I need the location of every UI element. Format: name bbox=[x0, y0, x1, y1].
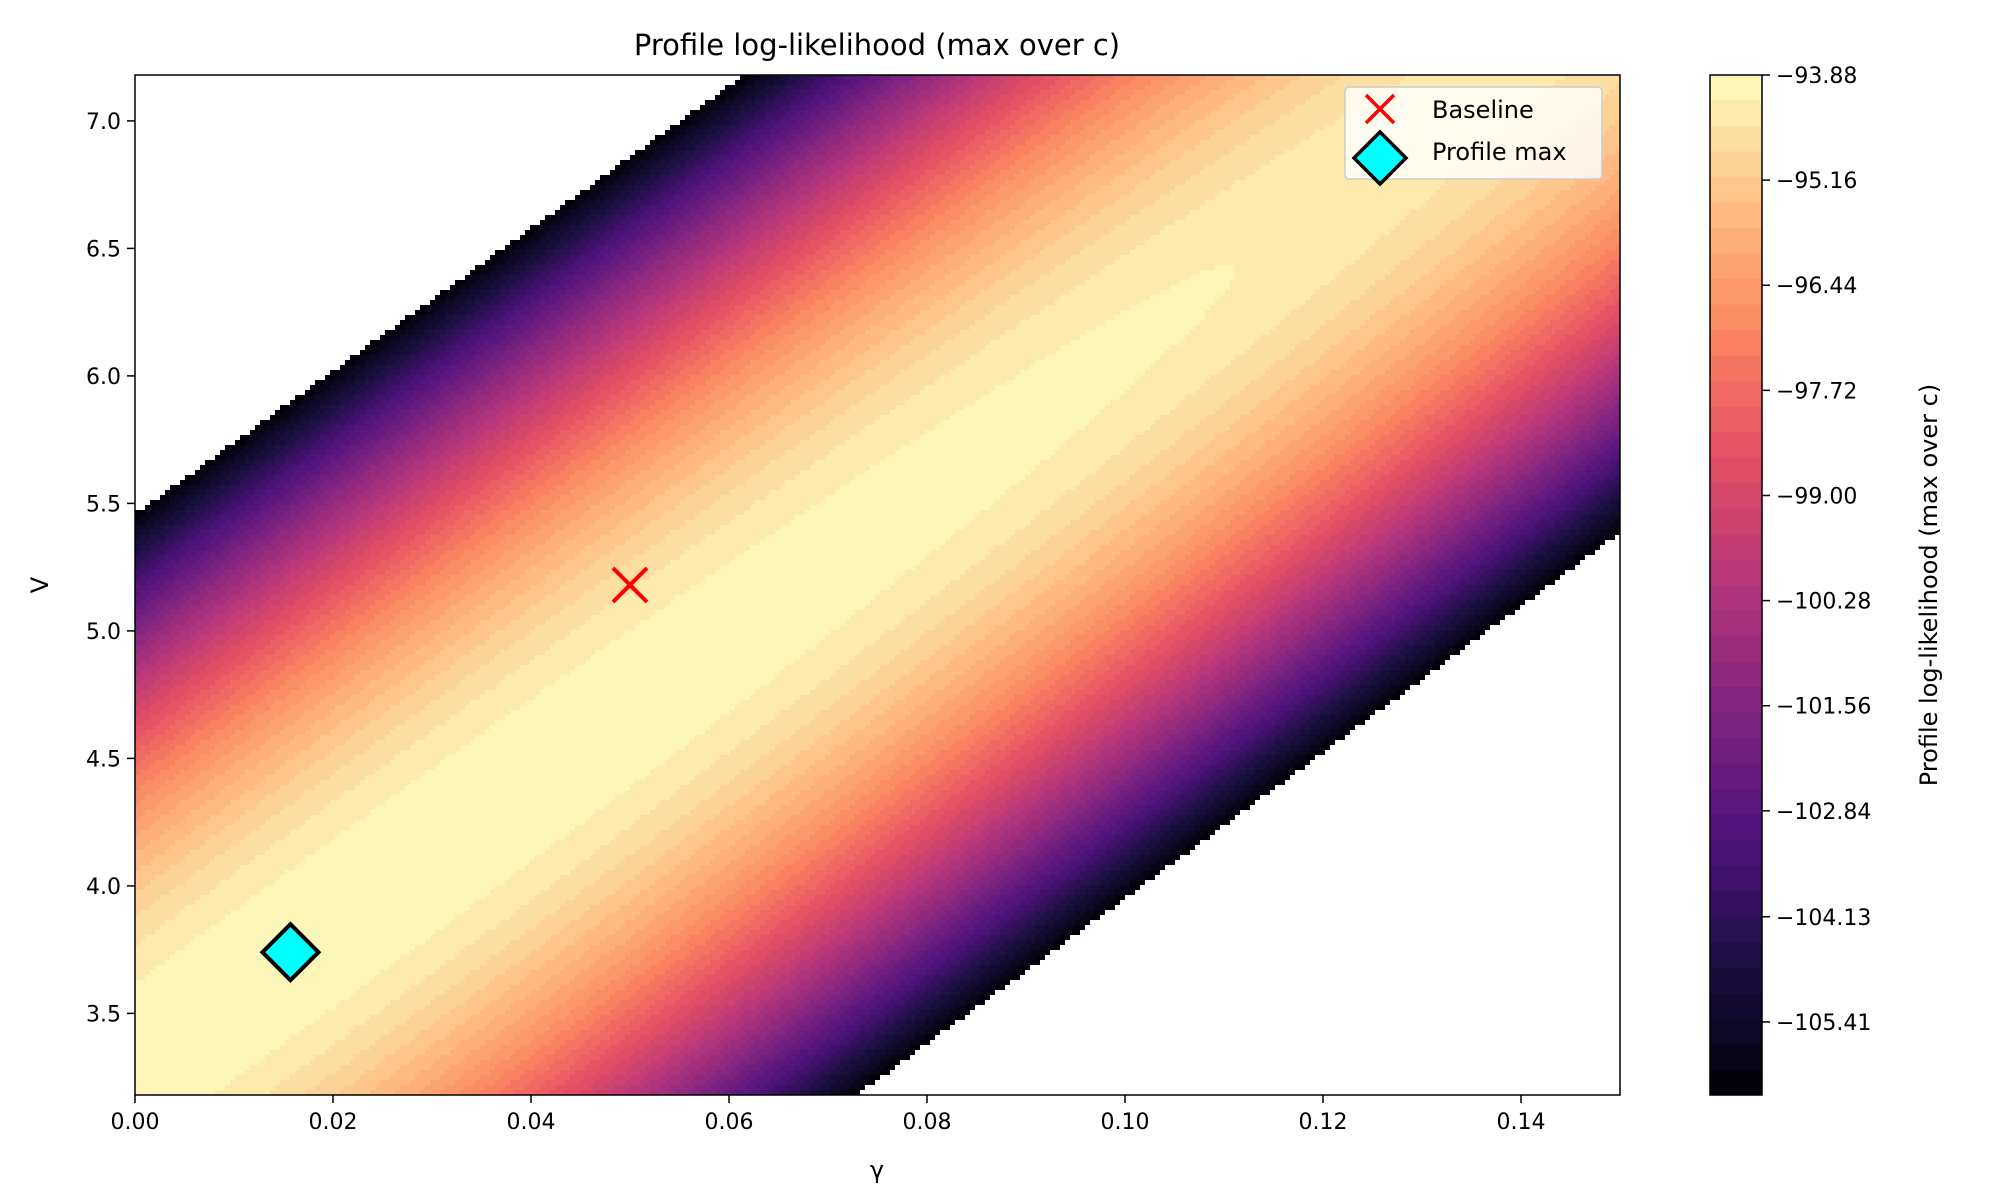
colorbar-tick-label: −96.44 bbox=[1776, 274, 1857, 299]
y-tick-label: 3.5 bbox=[86, 1002, 121, 1027]
y-tick-label: 6.5 bbox=[86, 237, 121, 262]
contour-field bbox=[135, 75, 1621, 1096]
x-tick-label: 0.06 bbox=[705, 1110, 754, 1135]
y-tick-label: 5.5 bbox=[86, 492, 121, 517]
x-tick-label: 0.08 bbox=[903, 1110, 952, 1135]
colorbar-label: Profile log-likelihood (max over c) bbox=[1915, 384, 1943, 786]
x-axis: 0.00 0.02 0.04 0.06 0.08 0.10 0.12 0.14 bbox=[111, 1095, 1546, 1135]
y-tick-label: 5.0 bbox=[86, 620, 121, 645]
colorbar-tick-label: −105.41 bbox=[1776, 1011, 1871, 1036]
chart-title: Profile log-likelihood (max over c) bbox=[634, 28, 1120, 62]
colorbar-tick-label: −95.16 bbox=[1776, 169, 1857, 194]
x-tick-label: 0.04 bbox=[507, 1110, 556, 1135]
x-tick-label: 0.12 bbox=[1299, 1110, 1348, 1135]
y-tick-label: 4.5 bbox=[86, 747, 121, 772]
legend: Baseline Profile max bbox=[1345, 87, 1602, 184]
y-axis: 3.5 4.0 4.5 5.0 5.5 6.0 6.5 7.0 bbox=[86, 110, 135, 1028]
colorbar-tick-label: −100.28 bbox=[1776, 590, 1871, 615]
colorbar: −93.88 −95.16 −96.44 −97.72 −99.00 −100.28 −10… bbox=[1710, 64, 1943, 1095]
x-tick-label: 0.02 bbox=[309, 1110, 358, 1135]
colorbar-ticks: −93.88 −95.16 −96.44 −97.72 −99.00 −100.28 −10… bbox=[1762, 64, 1871, 1036]
y-axis-label: V bbox=[26, 576, 54, 593]
colorbar-tick-label: −93.88 bbox=[1776, 64, 1857, 89]
x-tick-label: 0.14 bbox=[1497, 1110, 1546, 1135]
x-tick-label: 0.00 bbox=[111, 1110, 160, 1135]
colorbar-bar bbox=[1710, 75, 1762, 1095]
plot-area bbox=[135, 75, 1621, 1096]
x-tick-label: 0.10 bbox=[1101, 1110, 1150, 1135]
legend-label-profile-max: Profile max bbox=[1432, 138, 1567, 166]
y-tick-label: 4.0 bbox=[86, 875, 121, 900]
x-axis-label: γ bbox=[870, 1156, 884, 1184]
colorbar-tick-label: −104.13 bbox=[1776, 906, 1871, 931]
colorbar-tick-label: −102.84 bbox=[1776, 800, 1871, 825]
colorbar-tick-label: −97.72 bbox=[1776, 379, 1857, 404]
y-tick-label: 6.0 bbox=[86, 365, 121, 390]
y-tick-label: 7.0 bbox=[86, 110, 121, 135]
colorbar-tick-label: −101.56 bbox=[1776, 695, 1871, 720]
legend-label-baseline: Baseline bbox=[1432, 96, 1534, 124]
colorbar-tick-label: −99.00 bbox=[1776, 484, 1857, 509]
